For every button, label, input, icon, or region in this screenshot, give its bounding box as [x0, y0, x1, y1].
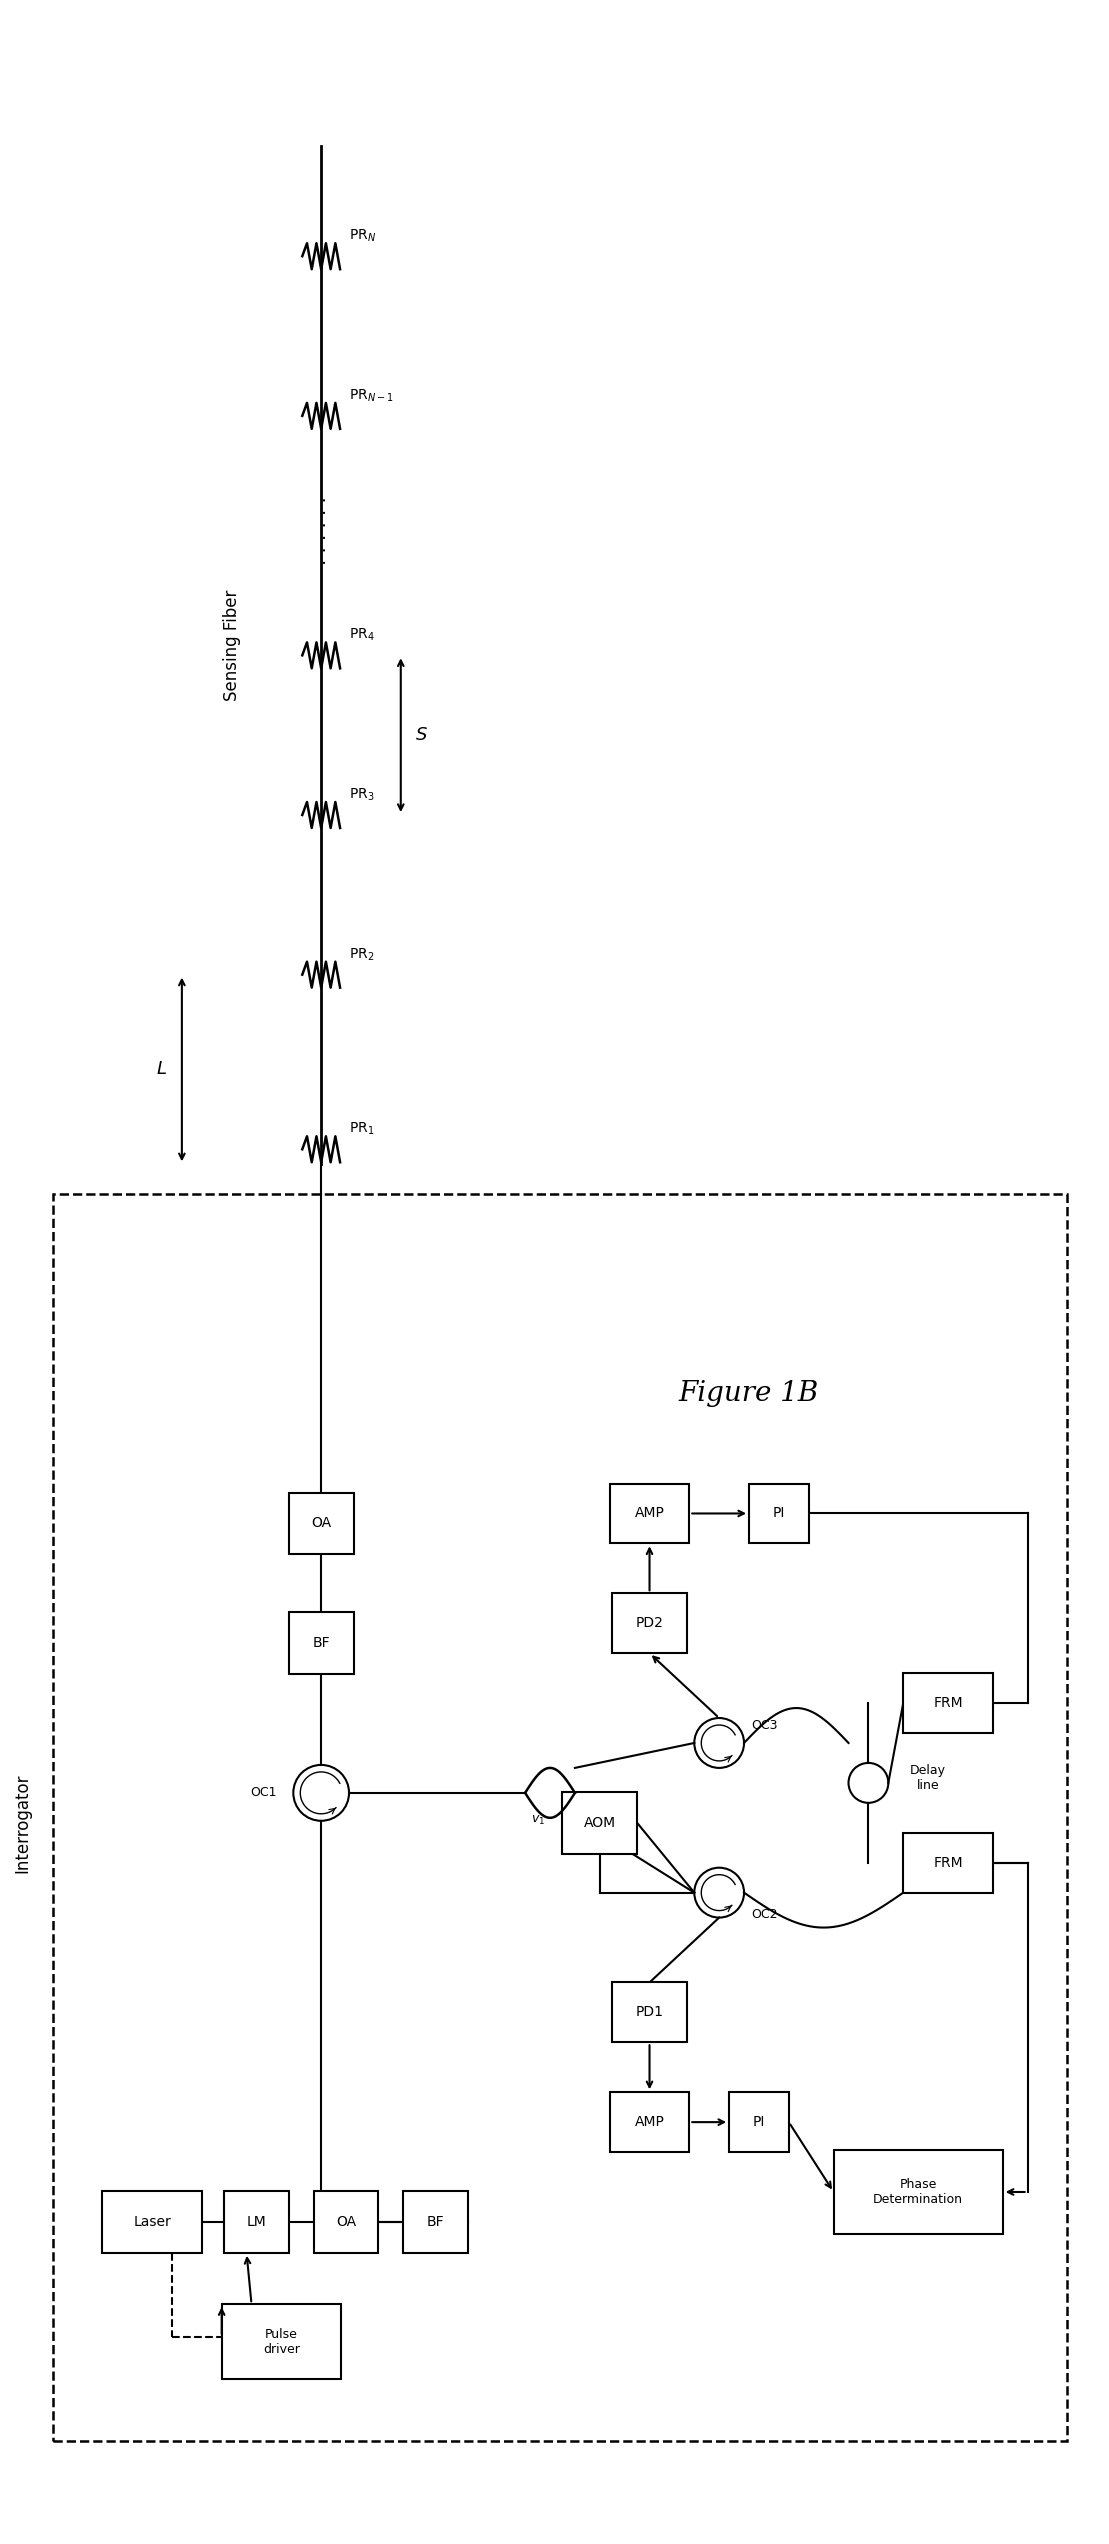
- Text: LM: LM: [246, 2216, 266, 2229]
- Text: Sensing Fiber: Sensing Fiber: [223, 590, 241, 702]
- Text: AOM: AOM: [583, 1816, 615, 1829]
- Bar: [404, 2190, 468, 2254]
- Text: OA: OA: [336, 2216, 356, 2229]
- Text: Figure 1B: Figure 1B: [679, 1381, 820, 1407]
- Text: $v_1$: $v_1$: [531, 1814, 545, 1827]
- Bar: [612, 1593, 686, 1654]
- Bar: [749, 1483, 808, 1544]
- Text: Laser: Laser: [133, 2216, 171, 2229]
- Text: PD2: PD2: [635, 1615, 663, 1631]
- Text: BF: BF: [427, 2216, 445, 2229]
- Text: PR$_1$: PR$_1$: [349, 1122, 375, 1137]
- Text: OC3: OC3: [751, 1720, 777, 1732]
- Text: AMP: AMP: [634, 2114, 664, 2129]
- Bar: [903, 1832, 993, 1893]
- Text: Pulse
driver: Pulse driver: [263, 2328, 299, 2356]
- Bar: [610, 1483, 690, 1544]
- Bar: [224, 2190, 288, 2254]
- Bar: [288, 1493, 354, 1554]
- Text: OA: OA: [312, 1516, 332, 1531]
- Text: AMP: AMP: [634, 1506, 664, 1521]
- Bar: [102, 2190, 202, 2254]
- Bar: [52, 1193, 1068, 2442]
- Bar: [610, 2091, 690, 2152]
- Bar: [612, 1982, 686, 2043]
- Bar: [288, 1613, 354, 1674]
- Text: Phase
Determination: Phase Determination: [873, 2178, 964, 2206]
- Text: PR$_4$: PR$_4$: [349, 626, 375, 644]
- Text: Delay
line: Delay line: [910, 1763, 946, 1791]
- Text: · · · · · ·: · · · · · ·: [317, 496, 336, 565]
- Text: BF: BF: [313, 1636, 330, 1651]
- Text: FRM: FRM: [933, 1697, 963, 1710]
- Bar: [729, 2091, 788, 2152]
- Text: OC2: OC2: [751, 1908, 777, 1921]
- Text: FRM: FRM: [933, 1855, 963, 1870]
- Text: PR$_3$: PR$_3$: [349, 786, 375, 804]
- Text: PR$_N$: PR$_N$: [349, 229, 376, 244]
- Text: Interrogator: Interrogator: [13, 1773, 32, 1872]
- Bar: [903, 1674, 993, 1732]
- Text: PI: PI: [773, 1506, 785, 1521]
- Text: OC1: OC1: [250, 1786, 276, 1799]
- Bar: [222, 2305, 342, 2379]
- Text: L: L: [157, 1061, 167, 1079]
- Text: PR$_{N-1}$: PR$_{N-1}$: [349, 387, 394, 404]
- Bar: [562, 1791, 637, 1855]
- Text: S: S: [416, 725, 427, 745]
- Text: PD1: PD1: [635, 2005, 663, 2020]
- Bar: [834, 2150, 1003, 2234]
- Text: PI: PI: [753, 2114, 765, 2129]
- Text: PR$_2$: PR$_2$: [349, 946, 375, 962]
- Bar: [314, 2190, 378, 2254]
